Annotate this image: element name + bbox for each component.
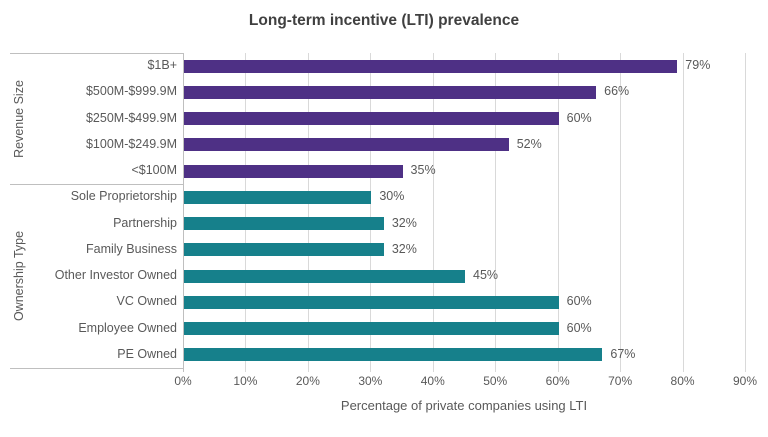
- category-label: Sole Proprietorship: [70, 189, 177, 204]
- value-label: 32%: [391, 215, 417, 230]
- x-tick-label-40: 40%: [420, 374, 445, 388]
- value-label: 66%: [604, 84, 630, 99]
- value-label: 60%: [566, 294, 592, 309]
- group-boundary-line: [10, 368, 183, 369]
- value-label: 35%: [410, 163, 436, 178]
- x-tick-label-60: 60%: [545, 374, 570, 388]
- chart-title: Long-term incentive (LTI) prevalence: [248, 12, 520, 29]
- bar: [184, 269, 465, 283]
- x-tick-label-70: 70%: [608, 374, 633, 388]
- bar: [184, 112, 559, 126]
- bar: [184, 138, 509, 152]
- bar: [184, 190, 372, 204]
- group-boundary-line: [10, 53, 183, 54]
- value-label: 60%: [566, 320, 592, 335]
- group-boundary-line: [10, 184, 183, 186]
- group-label-revenue-size: Revenue Size: [12, 79, 26, 158]
- gridline-50: [495, 53, 497, 372]
- category-label: PE Owned: [117, 346, 177, 361]
- category-label: Family Business: [86, 241, 177, 256]
- category-label: VC Owned: [116, 294, 177, 309]
- gridline-40: [432, 53, 434, 372]
- gridline-30: [370, 53, 372, 372]
- value-label: 60%: [566, 110, 592, 125]
- gridline-80: [682, 53, 684, 372]
- category-label: $1B+: [147, 58, 177, 73]
- bar: [184, 295, 559, 309]
- category-label: $500M-$999.9M: [85, 84, 177, 99]
- category-label: $250M-$499.9M: [85, 110, 177, 125]
- category-label: $100M-$249.9M: [85, 136, 177, 151]
- gridline-90: [745, 53, 746, 372]
- x-tick-label-10: 10%: [233, 374, 258, 388]
- category-label: Employee Owned: [78, 320, 177, 335]
- gridline-10: [245, 53, 247, 372]
- value-label: 30%: [379, 189, 405, 204]
- x-tick-label-50: 50%: [483, 374, 508, 388]
- gridline-70: [620, 53, 622, 372]
- bar: [184, 348, 603, 362]
- value-label: 32%: [391, 241, 417, 256]
- group-label-ownership-type: Ownership Type: [12, 231, 26, 322]
- x-tick-label-0: 0%: [174, 374, 192, 388]
- x-tick-label-20: 20%: [295, 374, 320, 388]
- bar: [184, 85, 597, 99]
- x-axis-title: Percentage of private companies using LT…: [340, 398, 588, 413]
- bar: [184, 59, 678, 73]
- category-label: <$100M: [131, 163, 177, 178]
- gridline-60: [557, 53, 559, 372]
- x-tick-label-90: 90%: [732, 374, 758, 388]
- value-label: 52%: [516, 136, 542, 151]
- value-label: 45%: [473, 268, 499, 283]
- bar: [184, 243, 384, 257]
- value-label: 67%: [610, 346, 636, 361]
- y-axis-line: [183, 53, 184, 372]
- bar: [184, 164, 403, 178]
- bar: [184, 217, 384, 231]
- category-label: Other Investor Owned: [54, 268, 177, 283]
- value-label: 79%: [685, 58, 711, 73]
- category-label: Partnership: [113, 215, 177, 230]
- gridline-20: [307, 53, 309, 372]
- x-tick-label-80: 80%: [670, 374, 695, 388]
- x-tick-label-30: 30%: [358, 374, 383, 388]
- bar: [184, 322, 559, 336]
